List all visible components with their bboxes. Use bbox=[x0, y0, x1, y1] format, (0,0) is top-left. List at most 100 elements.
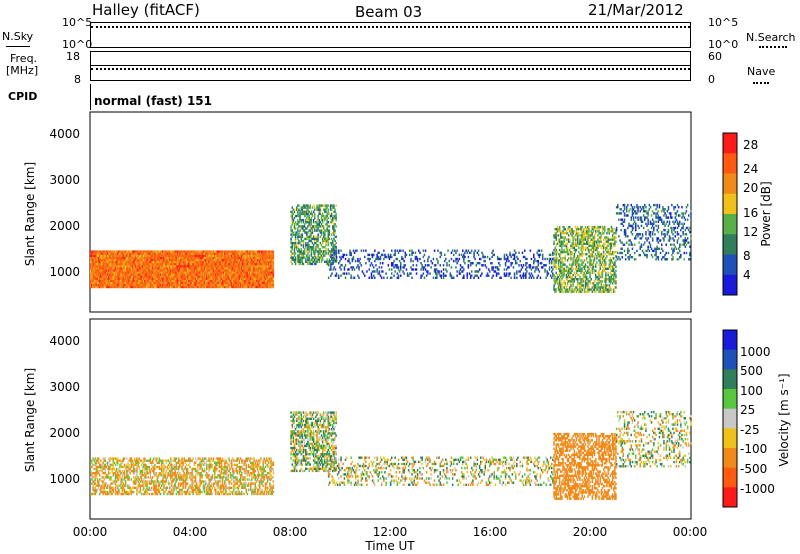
power-marks-cell bbox=[571, 269, 573, 272]
power-marks-cell bbox=[243, 250, 245, 253]
power-marks-cell bbox=[133, 285, 136, 289]
power-marks-cell bbox=[300, 225, 302, 228]
power-marks-cell bbox=[184, 258, 187, 262]
power-marks-cell bbox=[236, 279, 238, 282]
power-marks-cell bbox=[306, 250, 308, 253]
power-marks-cell bbox=[141, 269, 144, 272]
power-marks-cell bbox=[480, 257, 482, 261]
power-marks-cell bbox=[241, 273, 243, 276]
power-marks-cell bbox=[582, 232, 585, 235]
power-marks-cell bbox=[583, 267, 586, 270]
power-marks-cell bbox=[255, 281, 258, 285]
power-marks bbox=[90, 203, 692, 293]
power-marks-cell bbox=[591, 240, 594, 243]
power-marks-cell bbox=[228, 267, 231, 270]
power-marks-cell bbox=[129, 277, 131, 280]
power-marks-cell bbox=[190, 260, 192, 264]
power-marks-cell bbox=[351, 268, 354, 271]
power-marks-cell bbox=[188, 283, 190, 287]
power-marks-cell bbox=[251, 260, 253, 264]
power-marks-cell bbox=[256, 271, 259, 274]
power-marks-cell bbox=[333, 233, 335, 236]
power-marks-cell bbox=[392, 262, 394, 265]
power-marks-cell bbox=[152, 258, 154, 262]
power-marks-cell bbox=[211, 258, 214, 262]
power-marks-cell bbox=[368, 257, 370, 261]
power-marks-cell bbox=[212, 269, 215, 272]
power-marks-cell bbox=[491, 262, 493, 265]
power-marks-cell bbox=[229, 265, 232, 268]
power-marks-cell bbox=[118, 275, 120, 278]
power-marks-cell bbox=[297, 221, 299, 224]
power-marks-cell bbox=[576, 240, 579, 243]
power-marks-cell bbox=[158, 254, 161, 257]
power-marks-cell bbox=[255, 262, 258, 266]
power-marks-cell bbox=[314, 225, 316, 228]
power-marks-cell bbox=[161, 273, 163, 276]
power-marks-cell bbox=[220, 258, 223, 262]
power-marks-cell bbox=[242, 279, 244, 282]
power-marks-cell bbox=[128, 256, 130, 260]
power-marks-cell bbox=[217, 269, 219, 272]
power-marks-cell bbox=[113, 258, 116, 262]
power-marks-cell bbox=[118, 250, 120, 253]
power-marks-cell bbox=[592, 255, 595, 258]
power-marks-cell bbox=[544, 268, 546, 271]
power-marks-cell bbox=[590, 288, 592, 291]
power-marks-cell bbox=[112, 269, 114, 272]
power-marks-cell bbox=[332, 239, 334, 243]
power-marks-cell bbox=[567, 253, 570, 256]
power-marks-cell bbox=[481, 264, 483, 267]
power-marks-cell bbox=[209, 258, 211, 262]
power-marks-cell bbox=[310, 210, 313, 213]
power-marks-cell bbox=[119, 273, 121, 276]
power-marks-cell bbox=[150, 269, 153, 272]
power-marks-cell bbox=[119, 262, 121, 266]
power-marks-cell bbox=[557, 240, 560, 243]
power-marks-cell bbox=[165, 262, 167, 266]
power-marks-cell bbox=[329, 254, 332, 257]
power-marks-cell bbox=[333, 246, 335, 249]
power-marks-cell bbox=[578, 269, 580, 272]
power-marks-cell bbox=[199, 256, 201, 260]
power-marks-cell bbox=[168, 275, 171, 278]
power-marks-cell bbox=[185, 254, 188, 257]
power-marks-cell bbox=[264, 256, 267, 260]
power-marks-cell bbox=[402, 266, 404, 269]
power-marks-cell bbox=[144, 281, 146, 285]
power-marks-cell bbox=[106, 273, 109, 276]
power-marks-cell bbox=[391, 272, 393, 275]
power-marks-cell bbox=[270, 262, 272, 266]
power-marks-cell bbox=[312, 235, 315, 238]
power-marks-cell bbox=[204, 285, 207, 289]
power-marks-cell bbox=[228, 262, 231, 266]
power-marks-cell bbox=[575, 265, 578, 268]
power-marks-cell bbox=[175, 256, 178, 260]
power-marks-cell bbox=[302, 243, 305, 247]
power-marks-cell bbox=[183, 262, 185, 266]
power-marks-cell bbox=[161, 283, 163, 287]
power-marks-cell bbox=[253, 267, 255, 270]
power-marks-cell bbox=[314, 254, 316, 257]
power-marks-cell bbox=[537, 268, 539, 271]
power-marks-cell bbox=[329, 250, 332, 253]
power-marks-cell bbox=[102, 260, 104, 264]
power-marks-cell bbox=[347, 259, 349, 263]
power-marks-cell bbox=[291, 214, 293, 218]
power-marks-cell bbox=[234, 285, 236, 289]
power-marks-cell bbox=[319, 229, 322, 232]
power-marks-cell bbox=[578, 282, 580, 285]
power-marks-cell bbox=[170, 277, 172, 280]
power-marks-cell bbox=[323, 246, 325, 249]
power-marks-cell bbox=[580, 278, 582, 281]
power-marks-cell bbox=[567, 228, 570, 231]
power-marks-cell bbox=[468, 272, 471, 275]
power-marks-cell bbox=[562, 261, 564, 264]
power-marks-cell bbox=[235, 269, 237, 272]
power-marks-cell bbox=[184, 281, 187, 285]
power-marks-cell bbox=[114, 256, 117, 260]
power-marks-cell bbox=[117, 279, 119, 282]
power-marks-cell bbox=[259, 285, 261, 289]
power-marks-cell bbox=[241, 271, 243, 274]
power-marks-cell bbox=[301, 239, 304, 243]
